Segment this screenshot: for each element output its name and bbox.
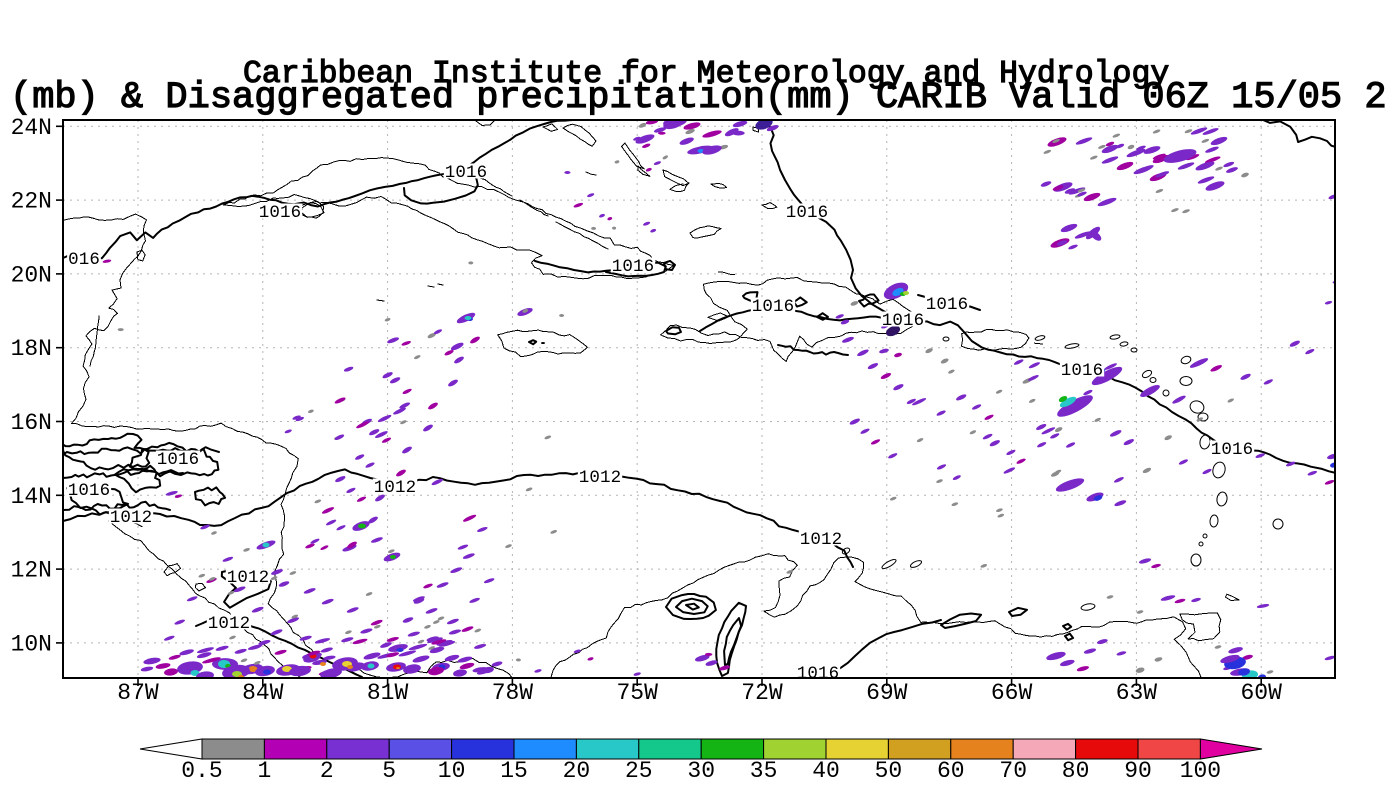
svg-text:40: 40 <box>812 758 840 784</box>
svg-text:1016: 1016 <box>612 257 654 277</box>
svg-text:1012: 1012 <box>579 468 621 488</box>
svg-text:80: 80 <box>1062 758 1090 784</box>
svg-text:0.5: 0.5 <box>181 758 222 784</box>
svg-text:(mb) & Disaggregated precipita: (mb) & Disaggregated precipitation(mm) C… <box>10 77 1387 119</box>
svg-text:81W: 81W <box>367 680 409 706</box>
svg-text:72W: 72W <box>741 680 783 706</box>
svg-text:75W: 75W <box>616 680 658 706</box>
svg-text:69W: 69W <box>866 680 908 706</box>
svg-text:1016: 1016 <box>259 203 301 223</box>
svg-text:15: 15 <box>500 758 528 784</box>
svg-text:1012: 1012 <box>110 508 152 528</box>
svg-text:1012: 1012 <box>208 614 250 634</box>
svg-text:1016: 1016 <box>1061 361 1103 381</box>
svg-text:60: 60 <box>937 758 965 784</box>
svg-text:1012: 1012 <box>800 530 842 550</box>
svg-text:1: 1 <box>257 758 271 784</box>
svg-text:50: 50 <box>875 758 903 784</box>
svg-text:35: 35 <box>750 758 778 784</box>
svg-text:016: 016 <box>68 250 100 270</box>
svg-text:1016: 1016 <box>786 203 828 223</box>
svg-text:87W: 87W <box>117 680 159 706</box>
svg-text:22N: 22N <box>11 189 52 215</box>
svg-text:20N: 20N <box>11 262 52 288</box>
svg-text:63W: 63W <box>1116 680 1158 706</box>
svg-text:66W: 66W <box>991 680 1033 706</box>
svg-text:1016: 1016 <box>882 311 924 331</box>
svg-text:16N: 16N <box>11 410 52 436</box>
svg-text:10N: 10N <box>11 631 52 657</box>
svg-text:10: 10 <box>438 758 466 784</box>
svg-text:90: 90 <box>1124 758 1152 784</box>
svg-text:70: 70 <box>999 758 1027 784</box>
svg-text:25: 25 <box>625 758 653 784</box>
svg-text:78W: 78W <box>492 680 534 706</box>
svg-text:1016: 1016 <box>1211 440 1253 460</box>
svg-text:14N: 14N <box>11 484 52 510</box>
svg-text:1016: 1016 <box>157 450 199 470</box>
svg-text:1016: 1016 <box>68 481 110 501</box>
svg-text:18N: 18N <box>11 336 52 362</box>
svg-text:1016: 1016 <box>445 163 487 183</box>
svg-text:Caribbean Institute for Meteor: Caribbean Institute for Meteorology and … <box>243 57 1169 92</box>
svg-text:84W: 84W <box>242 680 284 706</box>
svg-text:1016: 1016 <box>752 297 794 317</box>
svg-text:1016: 1016 <box>926 295 968 315</box>
svg-text:20: 20 <box>563 758 591 784</box>
svg-text:60W: 60W <box>1240 680 1282 706</box>
svg-text:100: 100 <box>1180 758 1221 784</box>
svg-text:12N: 12N <box>11 558 52 584</box>
svg-text:1012: 1012 <box>227 568 269 588</box>
svg-text:1012: 1012 <box>374 478 416 498</box>
svg-text:1016: 1016 <box>797 664 839 684</box>
svg-text:30: 30 <box>687 758 715 784</box>
svg-text:24N: 24N <box>11 115 52 141</box>
svg-text:2: 2 <box>320 758 334 784</box>
svg-text:5: 5 <box>382 758 396 784</box>
